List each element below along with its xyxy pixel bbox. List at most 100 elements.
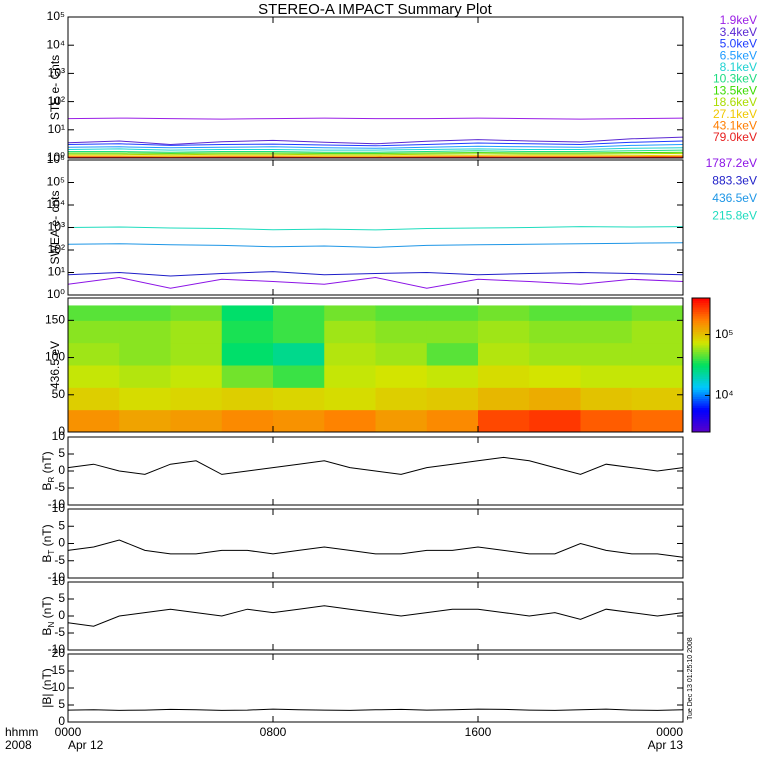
y-label-sub: N (47, 622, 56, 628)
heatmap-cell (375, 365, 428, 388)
y-tick-label: 0 (58, 463, 65, 477)
heatmap-cell (68, 320, 120, 344)
heatmap-cell (324, 305, 376, 321)
y-label-main: B (40, 483, 54, 491)
heatmap-cell (631, 387, 684, 411)
heatmap-cell (221, 365, 274, 388)
y-tick-label: 10⁴ (46, 197, 65, 211)
colorbar-step (692, 342, 710, 346)
y-label-unit: (nT) (40, 596, 54, 621)
data-line (68, 154, 684, 157)
legend-entry: 8.1keV (720, 60, 757, 74)
y-tick-label: -10 (48, 642, 66, 656)
colorbar-step (692, 356, 710, 359)
y-axis-label: BN (nT) (40, 596, 56, 635)
heatmap-cell (478, 320, 530, 344)
colorbar-step (692, 391, 710, 395)
heatmap-cell (119, 365, 171, 388)
y-tick-label: 10 (52, 429, 66, 443)
plot-frame (67, 16, 684, 159)
y-tick-label: 10³ (48, 220, 65, 234)
data-line (67, 226, 684, 231)
colorbar-step (692, 418, 710, 422)
colorbar-step (692, 320, 710, 324)
colorbar-tick-label: 10⁴ (715, 388, 734, 402)
heatmap-cell (580, 409, 633, 433)
y-tick-label: 0 (58, 536, 65, 550)
heatmap-cell (221, 409, 274, 433)
heatmap-cell (426, 387, 479, 411)
y-tick-label: 5 (58, 518, 65, 532)
plot-frame (67, 581, 684, 651)
colorbar-step (692, 387, 710, 391)
heatmap-cell (580, 320, 633, 344)
y-tick-label: 10⁶ (47, 152, 65, 166)
y-tick-label: 10⁰ (47, 150, 65, 164)
y-tick-label: -5 (54, 480, 65, 494)
colorbar-step (692, 378, 710, 382)
heatmap-cell (631, 305, 684, 321)
colorbar-step (692, 400, 710, 404)
heatmap-cell (580, 387, 633, 411)
legend-entry: 13.5keV (713, 83, 757, 97)
colorbar-step (692, 385, 710, 388)
timestamp: Tue Dec 13 01:25:10 2008 (687, 637, 694, 720)
heatmap-cell (119, 320, 171, 344)
heatmap-cell (426, 342, 479, 366)
heatmap-cell (170, 387, 223, 411)
heatmap-cell (478, 409, 530, 433)
heatmap-cell (631, 342, 684, 366)
colorbar-step (692, 309, 710, 312)
heatmap-cell (375, 320, 428, 344)
y-label-unit: (nT) (40, 524, 54, 549)
heatmap-cell (375, 387, 428, 411)
colorbar-step (692, 335, 710, 339)
y-tick-label: -10 (48, 497, 66, 511)
legend-entry: 1787.2eV (706, 156, 757, 170)
y-tick-label: 0 (58, 608, 65, 622)
colorbar-step (692, 349, 710, 353)
colorbar-step (692, 407, 710, 411)
y-tick-label: 10 (52, 574, 66, 588)
data-line (67, 117, 684, 120)
colorbar-step (692, 311, 710, 315)
heatmap-cell (478, 387, 530, 411)
y-tick-label: 10⁴ (46, 37, 65, 51)
colorbar-step (692, 371, 710, 375)
heatmap-cell (273, 305, 325, 321)
heatmap-cell (580, 365, 633, 388)
data-line (67, 539, 684, 558)
heatmap-cell (478, 305, 530, 321)
x-tick-label: 1600 (465, 725, 492, 739)
legend-entry: 43.1keV (713, 118, 757, 132)
heatmap-cell (221, 305, 274, 321)
heatmap-cell (221, 387, 274, 411)
legend-entry: 436.5eV (712, 191, 757, 205)
date-label: Apr 12 (68, 738, 104, 752)
heatmap-cell (529, 409, 581, 433)
heatmap-cell (170, 305, 223, 321)
heatmap-cell (68, 305, 120, 321)
y-tick-label: -5 (54, 553, 65, 567)
colorbar-step (692, 367, 710, 370)
heatmap-cell (631, 320, 684, 344)
heatmap-cell (426, 365, 479, 388)
y-tick-label: 50 (52, 387, 66, 401)
data-line (67, 140, 684, 147)
data-line (68, 149, 684, 153)
legend-entry: 10.3keV (713, 72, 757, 86)
colorbar-step (692, 396, 710, 399)
legend-entry: 79.0keV (713, 130, 757, 144)
y-tick-label: 10¹ (48, 265, 65, 279)
heatmap-cell (529, 342, 581, 366)
colorbar-step (692, 429, 710, 433)
data-line (67, 708, 684, 711)
heatmap-cell (273, 320, 325, 344)
heatmap-cell (529, 387, 581, 411)
heatmap-cell (478, 342, 530, 366)
heatmap-cell (324, 365, 376, 388)
y-tick-label: 10 (52, 501, 66, 515)
heatmap-cell (170, 409, 223, 433)
data-line (67, 605, 684, 627)
